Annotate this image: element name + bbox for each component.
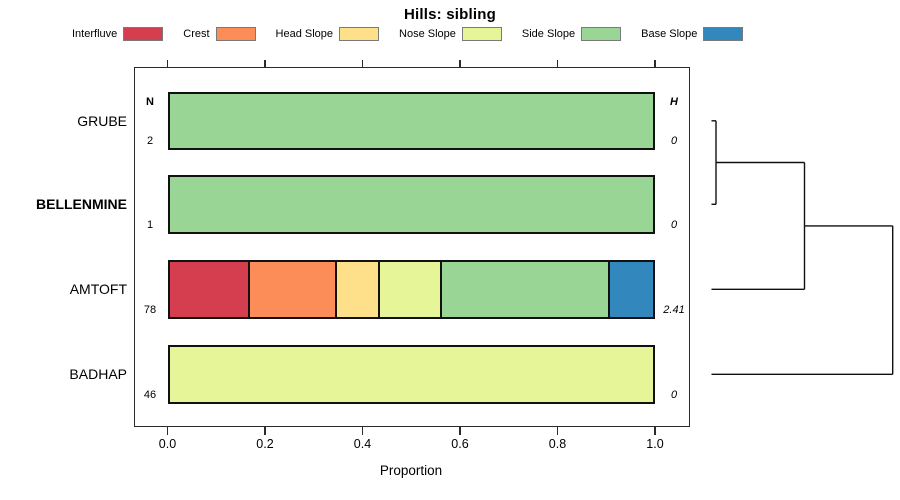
interfluve-legend-swatch [123,27,164,41]
axis-tick-bottom [264,427,266,435]
bar-segment-nose-slope [380,262,443,317]
row-h-value: 2.41 [663,303,685,316]
axis-tick-top [459,59,461,67]
row-label: BELLENMINE [36,196,127,213]
row-n-value: 46 [143,388,157,401]
stacked-bar [167,91,655,150]
x-tick-label: 0.8 [548,437,567,451]
head-slope-legend-swatch [339,27,380,41]
legend-item: Interfluve [72,27,164,41]
axis-tick-top [654,59,656,67]
row-label: AMTOFT [69,281,127,298]
bar-segment-side-slope [442,262,610,317]
page-title: Hills: sibling [404,6,496,23]
row-n-value: 78 [143,303,157,316]
legend-item: Side Slope [521,27,622,41]
axis-tick-bottom [361,427,364,435]
bar-segment-interfluve [169,262,251,317]
x-tick-label: 0.4 [353,437,372,451]
bar-segment-side-slope [169,93,653,148]
stacked-bar [167,175,655,234]
axis-tick-top [166,59,169,67]
x-tick-label: 0.6 [451,437,469,451]
bar-segment-side-slope [169,177,653,232]
axis-tick-bottom [654,427,656,435]
row-label: GRUBE [77,112,127,129]
nose-slope-legend-swatch [461,27,502,41]
legend-label: Head Slope [275,28,334,40]
base-slope-legend-swatch [703,27,744,41]
legend: Interfluve Crest Head Slope Nose Slope Side … [72,26,744,42]
axis-tick-top [361,59,364,67]
axis-tick-bottom [459,427,461,435]
legend-item: Nose Slope [399,27,502,41]
row-h-value: 0 [670,135,678,147]
axis-tick-top [264,59,266,67]
stacked-bar [167,345,655,404]
axis-tick-bottom [556,427,559,435]
legend-label: Side Slope [521,28,576,40]
legend-item: Head Slope [276,27,380,41]
bar-segment-crest [250,262,337,317]
x-tick-label: 1.0 [646,437,664,451]
row-n-value: 1 [146,218,154,231]
bar-segment-head-slope [336,262,381,317]
h-column-header: H [670,95,678,108]
axis-tick-bottom [166,427,169,435]
bar-segment-nose-slope [169,347,653,402]
stacked-bar [167,260,655,319]
x-tick-label: 0.2 [256,437,274,451]
bar-segment-base-slope [609,262,653,317]
legend-label: Crest [183,28,210,40]
axis-tick-top [556,59,559,67]
row-h-value: 0 [670,388,678,401]
crest-legend-swatch [215,27,256,41]
row-n-value: 2 [146,135,154,147]
row-h-value: 0 [670,218,678,231]
legend-label: Base Slope [641,28,698,40]
legend-label: Interfluve [72,28,118,40]
legend-item: Crest [183,27,256,41]
row-label: BADHAP [69,366,127,383]
x-tick-label: 0.0 [158,437,177,451]
legend-item: Base Slope [641,27,744,41]
side-slope-legend-swatch [581,27,622,41]
legend-label: Nose Slope [399,28,456,40]
n-column-header: N [146,95,154,108]
x-axis-title: Proportion [379,463,443,478]
